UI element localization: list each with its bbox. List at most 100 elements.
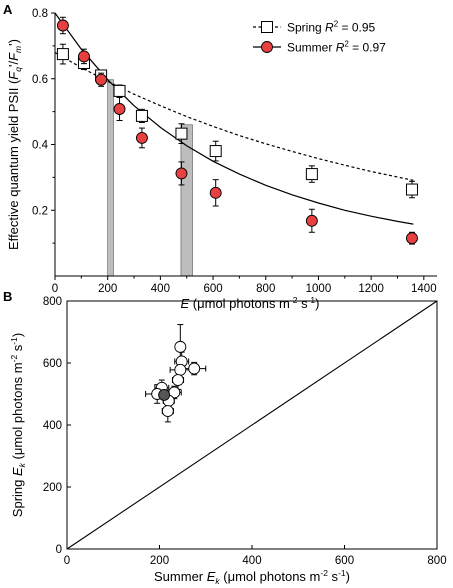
text-span: (μmol photons m xyxy=(189,296,290,311)
panel-a-x-axis-title: E (μmol photons m-2 s-1) xyxy=(181,295,320,311)
text-span: Summer xyxy=(287,41,336,55)
ek-point-1 xyxy=(174,340,187,353)
text-span: (μmol photons m xyxy=(10,362,25,463)
panel-b-x-axis-title: Summer Ek (μmol photons m-2 s-1) xyxy=(154,568,350,586)
shaded-band-2 xyxy=(180,124,193,277)
panel-b-letter: B xyxy=(3,289,12,304)
text-span: F xyxy=(6,52,21,61)
text-span: k xyxy=(17,462,27,467)
text-span: s xyxy=(328,569,339,584)
y-tick-label: 0.4 xyxy=(32,140,49,152)
panel-a-letter: A xyxy=(3,2,13,17)
text-span: E xyxy=(10,467,25,476)
panel-b: B 0 200 400 600 800 0 200 400 600 800 Summer Ek (μm… xyxy=(3,289,447,586)
text-span: s xyxy=(10,344,25,355)
x-tick-label: 400 xyxy=(242,555,261,567)
spring-point-8 xyxy=(305,168,318,181)
shaded-band-1 xyxy=(107,79,114,277)
text-span: / xyxy=(6,61,21,65)
x-tick-label: 600 xyxy=(335,555,354,567)
ek-point-10 xyxy=(161,405,174,417)
text-span: Summer xyxy=(154,569,207,584)
spring-point-6 xyxy=(175,127,188,140)
summer-point-2 xyxy=(78,50,90,63)
x-tick-label: 800 xyxy=(427,555,446,567)
legend-label-1: Spring R2 = 0.95 xyxy=(287,20,376,35)
legend-marker-square xyxy=(261,21,273,33)
y-tick-label: 0.2 xyxy=(32,205,48,217)
text-span: -2 xyxy=(320,568,328,578)
text-span: -1 xyxy=(338,568,346,578)
y-tick-label: 400 xyxy=(43,420,62,432)
text-span: ) xyxy=(10,333,25,337)
text-span: ) xyxy=(315,296,319,311)
summer-point-3 xyxy=(95,73,108,86)
summer-point-1 xyxy=(56,19,69,32)
y-tick-label: 600 xyxy=(43,358,62,370)
x-tick-label: 0 xyxy=(52,283,58,295)
summer-point-9 xyxy=(406,232,418,245)
legend-label-2: Summer R2 = 0.97 xyxy=(287,40,386,55)
text-span: k xyxy=(215,576,220,586)
text-span: -2 xyxy=(9,355,19,363)
text-span: E xyxy=(207,569,216,584)
text-span: ' xyxy=(6,65,21,67)
x-tick-label: 1000 xyxy=(306,283,332,295)
text-span: (μmol photons m xyxy=(220,569,321,584)
text-span: -1 xyxy=(9,337,19,345)
summer-point-4 xyxy=(113,103,126,115)
y-tick-label: 0 xyxy=(56,544,62,556)
text-span: R xyxy=(325,21,334,35)
x-tick-label: 1400 xyxy=(411,283,437,295)
ek-point-11 xyxy=(158,388,171,401)
y-tick-label: 0.6 xyxy=(32,74,48,86)
text-span: -1 xyxy=(308,295,316,305)
x-tick-label: 1200 xyxy=(358,283,384,295)
summer-point-6 xyxy=(175,167,188,180)
spring-point-5 xyxy=(135,109,148,122)
x-tick-label: 600 xyxy=(203,283,222,295)
spring-point-7 xyxy=(209,145,222,158)
spring-point-4 xyxy=(113,84,126,97)
x-tick-label: 200 xyxy=(98,283,117,295)
spring-point-9 xyxy=(405,183,418,196)
ek-point-4 xyxy=(188,362,201,375)
text-span: s xyxy=(297,296,308,311)
panel-a-y-axis-title: Effective quantum yield PSII (Fq'/Fm') xyxy=(6,39,23,250)
text-span: Spring xyxy=(10,476,25,517)
text-span: Effective quantum yield PSII ( xyxy=(6,79,21,250)
legend-marker-circle xyxy=(261,41,273,53)
panel-a: A 0 200 400 600 800 1000 1200 1400 0.2 0.4 0.6 0.8 E … xyxy=(3,2,437,311)
text-span: 2 xyxy=(344,40,349,49)
y-tick-label: 800 xyxy=(43,296,62,308)
panel-b-y-axis-title: Spring Ek (μmol photons m-2 s-1) xyxy=(9,333,27,517)
text-span: ) xyxy=(346,569,350,584)
text-span: ) xyxy=(6,39,21,43)
spring-point-1 xyxy=(56,48,69,61)
y-tick-label: 200 xyxy=(43,482,62,494)
spring-fit-line xyxy=(54,51,414,181)
x-tick-label: 400 xyxy=(151,283,170,295)
text-span: 2 xyxy=(334,20,339,29)
text-span: ' xyxy=(6,43,21,45)
text-span: q xyxy=(13,67,23,72)
y-tick-label: 0.8 xyxy=(32,8,48,20)
summer-point-5 xyxy=(135,131,148,144)
text-span: = 0.95 xyxy=(338,21,375,35)
text-span: R xyxy=(336,41,345,55)
summer-point-7 xyxy=(209,186,222,199)
x-tick-label: 800 xyxy=(256,283,275,295)
ek-point-5 xyxy=(172,374,184,386)
text-span: = 0.97 xyxy=(349,41,386,55)
text-span: F xyxy=(6,71,21,80)
text-span: Spring xyxy=(287,21,325,35)
summer-point-8 xyxy=(305,214,318,227)
one-to-one-line xyxy=(66,300,438,550)
text-span: m xyxy=(13,46,23,53)
text-span: -2 xyxy=(290,295,298,305)
x-tick-label: 0 xyxy=(64,555,70,567)
x-tick-label: 200 xyxy=(150,555,169,567)
text-span: E xyxy=(181,296,190,311)
